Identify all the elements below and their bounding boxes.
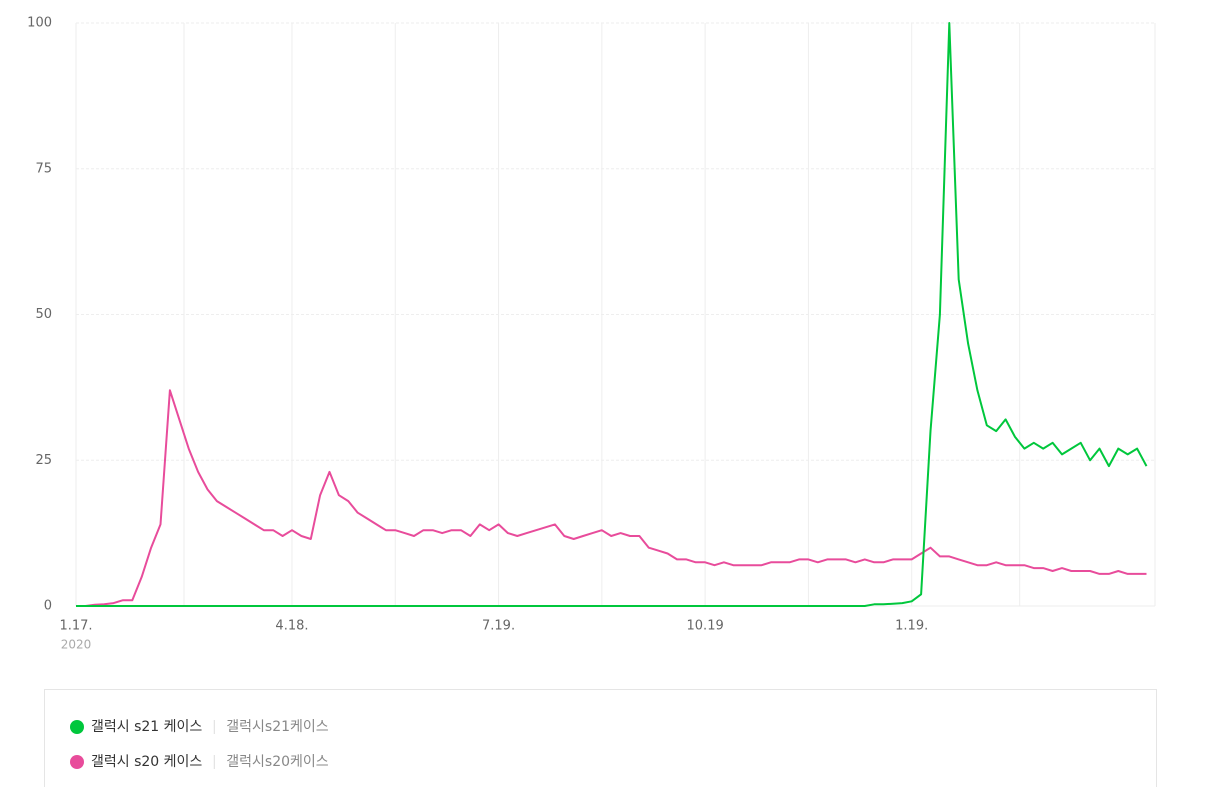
series-line — [76, 22, 1148, 607]
series-line — [76, 389, 1147, 607]
y-tick-label: 50 — [35, 307, 52, 322]
legend-marker — [70, 755, 84, 769]
y-tick-label: 25 — [35, 453, 52, 468]
legend-label: 갤럭시 s21 케이스 — [91, 719, 202, 735]
y-tick-label: 0 — [44, 599, 52, 614]
legend-marker — [70, 720, 84, 734]
legend-keyword: 갤럭시s20케이스 — [226, 754, 329, 770]
legend-keyword: 갤럭시s21케이스 — [226, 719, 329, 735]
y-tick-label: 75 — [35, 161, 52, 176]
x-tick-label: 7.19. — [482, 619, 515, 634]
x-tick-label: 1.17. — [59, 619, 92, 634]
x-tick-label: 1.19. — [895, 619, 928, 634]
x-tick-sublabel: 2020 — [61, 638, 92, 652]
legend-box — [44, 689, 1157, 787]
y-tick-label: 100 — [27, 16, 52, 31]
x-tick-label: 10.19 — [687, 619, 724, 634]
x-tick-label: 4.18. — [275, 619, 308, 634]
legend-label: 갤럭시 s20 케이스 — [91, 754, 202, 770]
